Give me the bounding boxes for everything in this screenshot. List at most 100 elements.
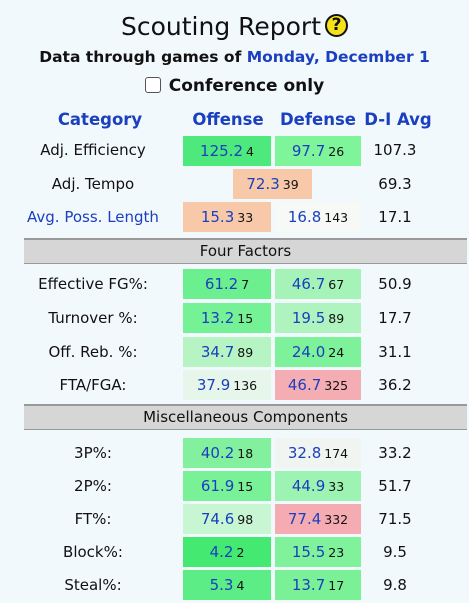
defense-cell-2p[interactable]: 44.9 33 (275, 471, 361, 501)
defense-cell-block[interactable]: 15.5 23 (275, 537, 361, 567)
offense-cell-turnover[interactable]: 13.2 15 (183, 303, 271, 333)
rank: 33 (237, 210, 254, 225)
value: 72.3 (246, 175, 280, 193)
rank: 18 (237, 446, 254, 461)
avg-adj-efficiency: 107.3 (373, 141, 417, 159)
offense-cell-3p[interactable]: 40.2 18 (183, 438, 271, 468)
avg-fta-fga: 36.2 (378, 376, 412, 394)
rank: 4 (236, 578, 245, 593)
value: 61.2 (204, 275, 239, 293)
avg-block: 9.5 (383, 543, 407, 561)
rank: 89 (328, 311, 345, 326)
offense-cell-block[interactable]: 4.2 2 (183, 537, 271, 567)
avg-turnover: 17.7 (378, 309, 412, 327)
rank: 332 (324, 512, 349, 527)
data-through-line: Data through games of Monday, December 1 (0, 48, 469, 66)
defense-cell-effective-fg[interactable]: 46.7 67 (275, 269, 361, 299)
row-label-adj-efficiency: Adj. Efficiency (40, 141, 146, 159)
rank: 325 (324, 378, 349, 393)
rank: 7 (241, 277, 250, 292)
row-label-steal: Steal%: (64, 576, 122, 594)
offense-cell-effective-fg[interactable]: 61.2 7 (183, 269, 271, 299)
value: 46.7 (291, 275, 326, 293)
tempo-cell[interactable]: 72.3 39 (233, 169, 312, 199)
defense-cell-off-reb[interactable]: 24.0 24 (275, 337, 361, 367)
rank: 174 (324, 446, 349, 461)
row-label-3p: 3P%: (74, 444, 112, 462)
column-header-category[interactable]: Category (57, 110, 143, 129)
avg-2p: 51.7 (378, 477, 412, 495)
value: 74.6 (200, 510, 235, 528)
value: 125.2 (200, 142, 243, 160)
offense-cell-off-reb[interactable]: 34.7 89 (183, 337, 271, 367)
offense-cell-steal[interactable]: 5.3 4 (183, 570, 271, 600)
value: 5.3 (209, 576, 234, 594)
value: 24.0 (291, 343, 326, 361)
value: 61.9 (200, 477, 235, 495)
row-label-fta-fga: FTA/FGA: (59, 376, 127, 394)
value: 34.7 (200, 343, 235, 361)
rank: 39 (282, 177, 299, 192)
conference-only-label: Conference only (168, 76, 325, 96)
defense-cell-steal[interactable]: 13.7 17 (275, 570, 361, 600)
avg-adj-tempo: 69.3 (378, 175, 412, 193)
conference-only-checkbox[interactable] (144, 77, 161, 93)
rank: 136 (233, 378, 258, 393)
value: 15.5 (291, 543, 326, 561)
column-header-defense[interactable]: Defense (279, 110, 356, 129)
row-label-effective-fg: Effective FG%: (38, 275, 148, 293)
rank: 17 (328, 578, 345, 593)
value: 15.3 (200, 208, 235, 226)
rank: 26 (328, 144, 345, 159)
page-title: Scouting Report (120, 12, 322, 41)
offense-cell-2p[interactable]: 61.9 15 (183, 471, 271, 501)
offense-cell-adj-efficiency[interactable]: 125.2 4 (183, 136, 271, 166)
value: 13.2 (200, 309, 235, 327)
defense-cell-turnover[interactable]: 19.5 89 (275, 303, 361, 333)
help-icon[interactable]: ? (325, 14, 349, 37)
value: 19.5 (291, 309, 326, 327)
rank: 15 (237, 311, 254, 326)
value: 4.2 (209, 543, 234, 561)
row-label-adj-tempo: Adj. Tempo (51, 175, 135, 193)
rank: 143 (324, 210, 349, 225)
value: 40.2 (200, 444, 235, 462)
value: 13.7 (291, 576, 326, 594)
avg-effective-fg: 50.9 (378, 275, 412, 293)
rank: 67 (328, 277, 345, 292)
title-row: Scouting Report? (0, 12, 469, 46)
avg-off-reb: 31.1 (378, 343, 412, 361)
defense-cell-ft[interactable]: 77.4 332 (275, 504, 361, 534)
defense-cell-fta-fga[interactable]: 46.7 325 (275, 370, 361, 400)
value: 44.9 (291, 477, 326, 495)
offense-cell-avg-poss-length[interactable]: 15.3 33 (183, 202, 271, 232)
row-label-2p: 2P%: (74, 477, 112, 495)
row-label-off-reb: Off. Reb. %: (48, 343, 138, 361)
value: 32.8 (287, 444, 322, 462)
offense-cell-ft[interactable]: 74.6 98 (183, 504, 271, 534)
row-label-turnover: Turnover %: (48, 309, 138, 327)
value: 37.9 (196, 376, 231, 394)
conference-only-toggle[interactable]: Conference only (0, 76, 469, 96)
rank: 23 (328, 545, 345, 560)
date-link[interactable]: Monday, December 1 (246, 48, 430, 66)
offense-cell-fta-fga[interactable]: 37.9 136 (183, 370, 271, 400)
column-header-offense[interactable]: Offense (192, 110, 264, 129)
defense-cell-adj-efficiency[interactable]: 97.7 26 (275, 136, 361, 166)
rank: 89 (237, 345, 254, 360)
defense-cell-avg-poss-length[interactable]: 16.8 143 (275, 202, 361, 232)
rank: 4 (246, 144, 254, 159)
rank: 24 (328, 345, 345, 360)
value: 77.4 (287, 510, 322, 528)
row-label-ft: FT%: (74, 510, 112, 528)
section-miscellaneous: Miscellaneous Components (24, 404, 467, 430)
row-label-block: Block%: (63, 543, 123, 561)
column-header-avg[interactable]: D-I Avg (364, 110, 432, 129)
value: 97.7 (291, 142, 326, 160)
rank: 2 (236, 545, 245, 560)
subtitle-prefix: Data through games of (39, 48, 242, 66)
avg-3p: 33.2 (378, 444, 412, 462)
row-label-avg-poss-length[interactable]: Avg. Poss. Length (27, 208, 159, 226)
section-four-factors: Four Factors (24, 238, 467, 264)
defense-cell-3p[interactable]: 32.8 174 (275, 438, 361, 468)
